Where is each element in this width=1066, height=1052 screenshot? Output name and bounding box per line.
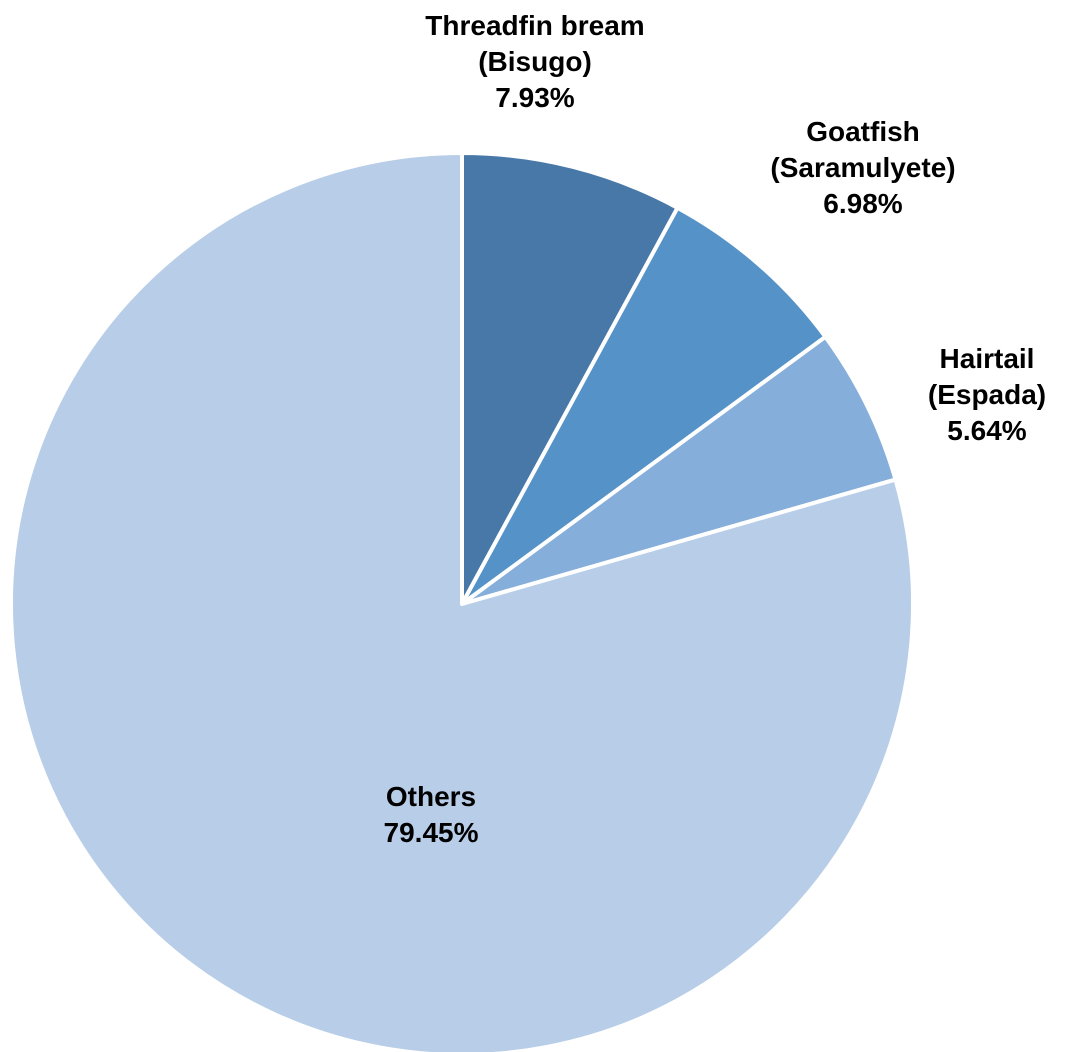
data-label-others: Others 79.45% (384, 781, 479, 848)
pie-slice-threadfin-bream (460, 151, 680, 606)
pie-slices (9, 151, 915, 1052)
data-label-threadfin-bream: Threadfin bream (Bisugo) 7.93% (425, 10, 644, 113)
data-label-goatfish: Goatfish (Saramulyete) 6.98% (770, 116, 955, 219)
pie-slice-hairtail (460, 334, 898, 606)
pie-slice-goatfish (460, 205, 828, 606)
data-label-hairtail: Hairtail (Espada) 5.64% (928, 343, 1046, 446)
pie-slice-others (9, 151, 915, 1052)
pie-labels: Threadfin bream (Bisugo) 7.93% Goatfish (Sar… (384, 10, 1047, 848)
